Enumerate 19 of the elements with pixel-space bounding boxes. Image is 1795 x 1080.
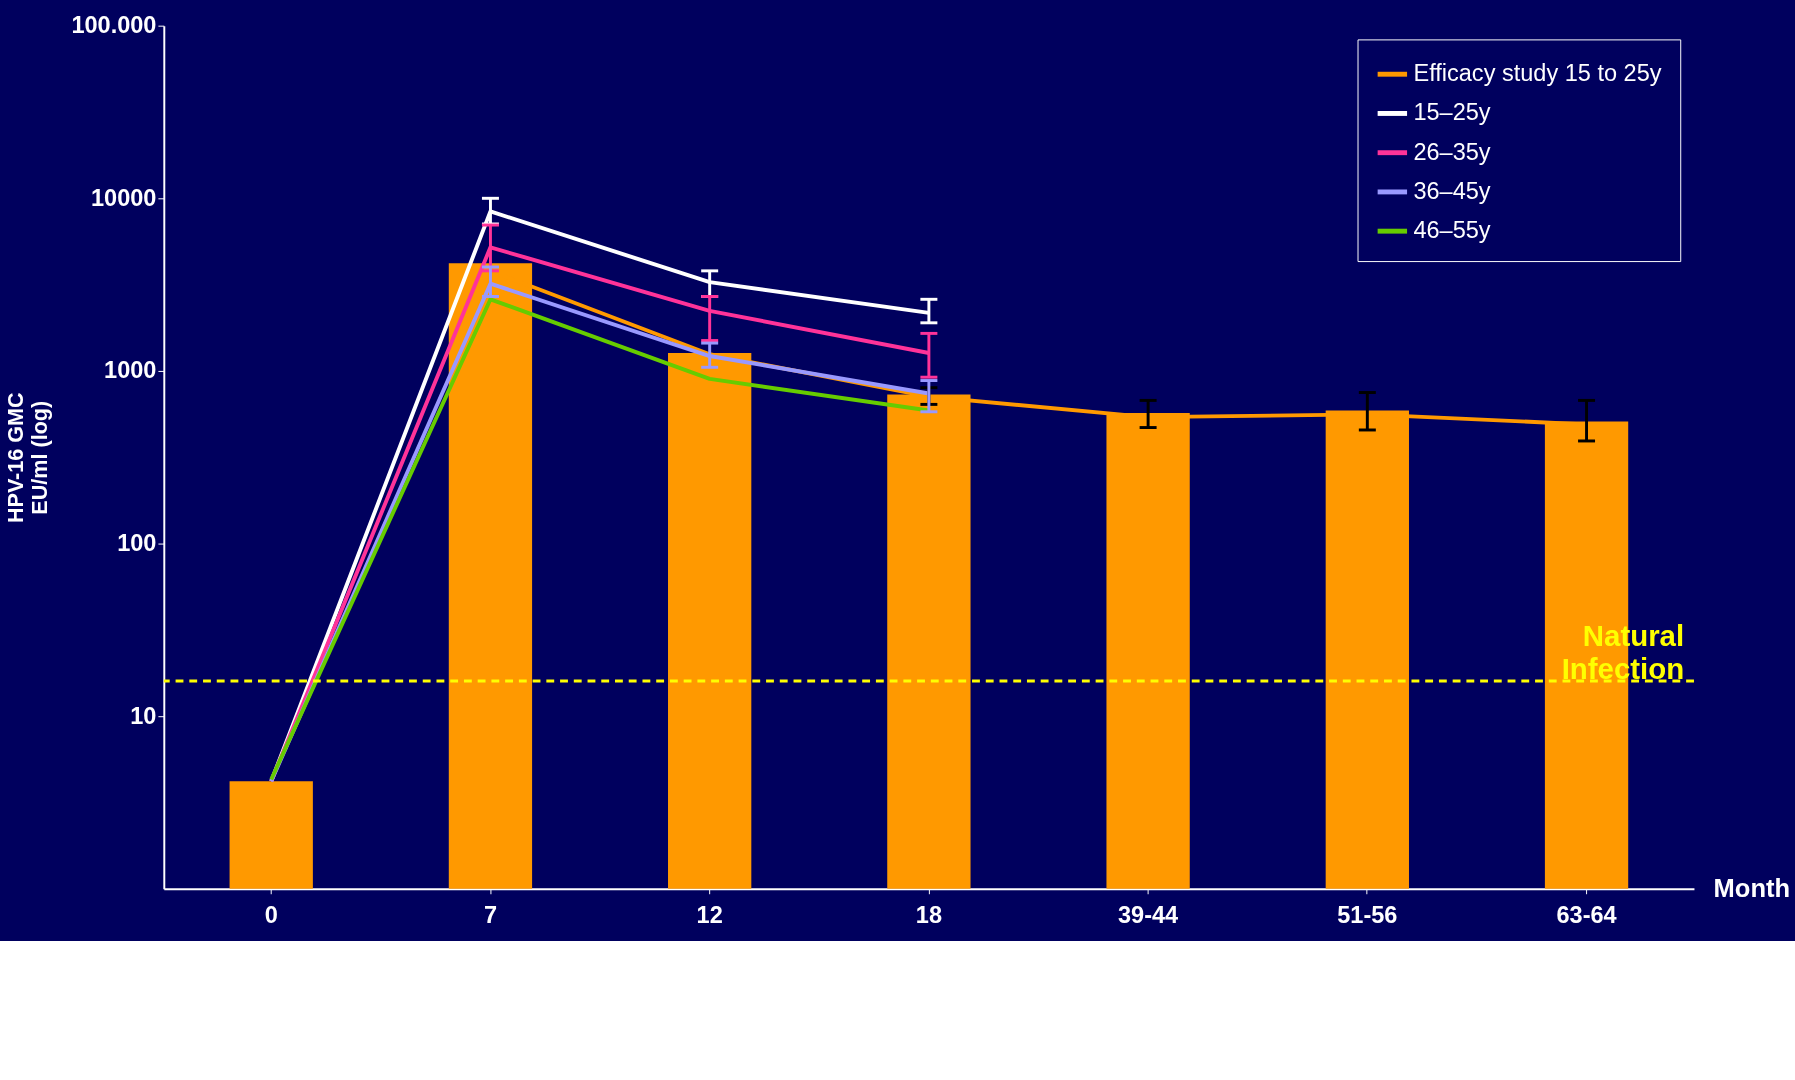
- y-tick-label: 1000: [104, 357, 157, 384]
- y-tick-label: 10000: [91, 184, 157, 211]
- x-tick-label: 12: [696, 901, 723, 928]
- legend-label: 46–55y: [1413, 217, 1491, 244]
- x-tick-label: 7: [483, 901, 497, 928]
- x-tick-label: 39-44: [1118, 901, 1179, 928]
- y-tick-label: 100: [117, 529, 157, 556]
- legend-label: 15–25y: [1413, 99, 1491, 126]
- legend-label: 36–45y: [1413, 177, 1491, 204]
- x-axis-title: Month: [1713, 873, 1791, 902]
- x-tick-label: 63-64: [1556, 901, 1617, 928]
- y-tick-label: 10: [130, 702, 157, 729]
- x-tick-label: 51-56: [1337, 901, 1398, 928]
- x-tick-label: 18: [915, 901, 942, 928]
- y-tick-label: 100.000: [71, 12, 157, 39]
- legend-label: Efficacy study 15 to 25y: [1413, 60, 1662, 87]
- x-tick-label: 0: [264, 901, 278, 928]
- y-axis-title: HPV-16 GMC EU/ml (log): [3, 392, 52, 524]
- legend-label: 26–35y: [1413, 138, 1491, 165]
